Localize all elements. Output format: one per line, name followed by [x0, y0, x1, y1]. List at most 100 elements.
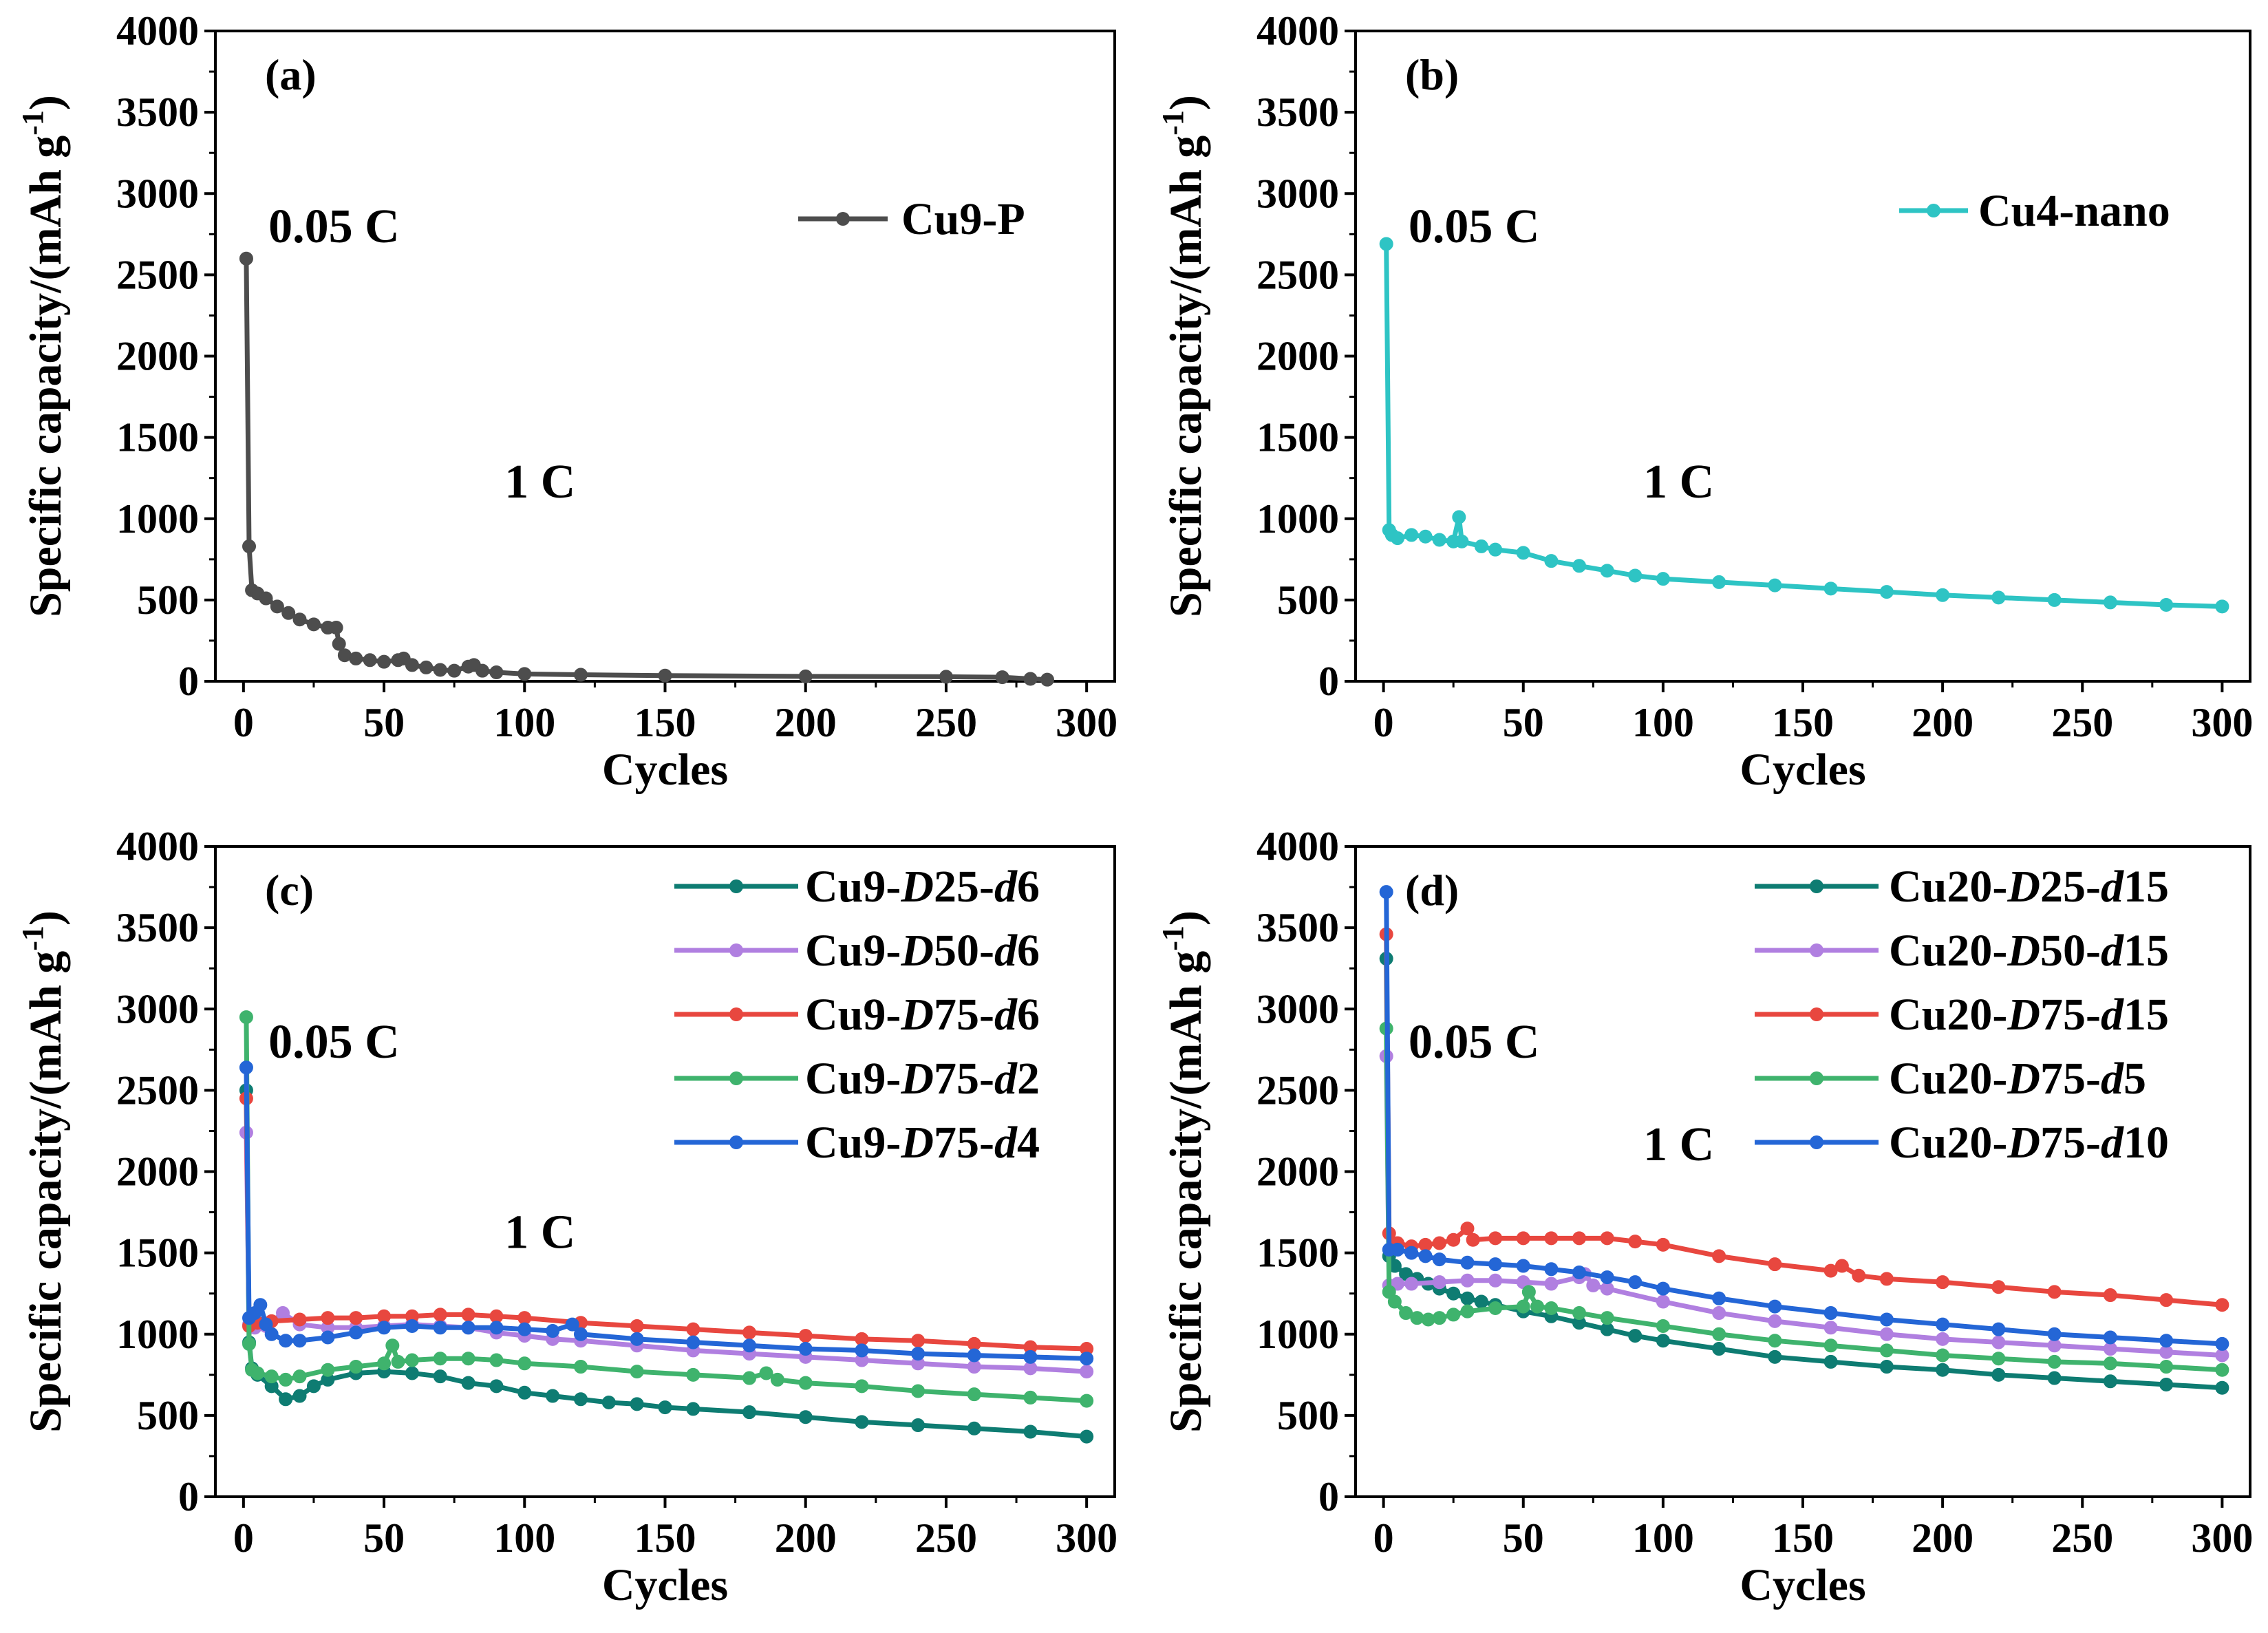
data-point: [517, 1385, 532, 1400]
data-point: [1768, 1314, 1782, 1328]
data-point: [1516, 546, 1530, 560]
data-point: [377, 1356, 392, 1371]
legend-entry: Cu9-D75-d2: [805, 1054, 1040, 1104]
data-point: [279, 1372, 293, 1387]
y-tick-label: 1000: [1256, 1312, 1339, 1357]
data-point: [1600, 1270, 1614, 1285]
x-tick-label: 150: [634, 1515, 696, 1561]
legend-entry: Cu9-D75-d4: [805, 1118, 1040, 1168]
data-point: [1936, 1317, 1950, 1332]
legend-swatch-marker: [1810, 1071, 1823, 1085]
legend-swatch-marker: [729, 943, 743, 957]
data-point: [1432, 1236, 1446, 1250]
legend-swatch-marker: [729, 1071, 743, 1085]
data-point: [2159, 1360, 2174, 1374]
data-point: [911, 1334, 926, 1348]
y-tick-label: 0: [178, 659, 199, 704]
data-point: [855, 1332, 869, 1346]
data-point: [630, 1365, 644, 1379]
data-point: [250, 1366, 265, 1380]
data-point: [1656, 1281, 1670, 1296]
data-point: [1991, 1322, 2006, 1336]
data-point: [742, 1371, 757, 1385]
x-tick-label: 50: [363, 1515, 405, 1561]
data-point: [242, 539, 257, 553]
data-point: [967, 1421, 981, 1435]
data-point: [573, 1327, 588, 1341]
data-point: [1023, 1361, 1038, 1376]
data-point: [1080, 1365, 1094, 1379]
y-tick-label: 500: [1277, 577, 1339, 623]
data-point: [2159, 1293, 2174, 1308]
data-point: [1991, 590, 2006, 605]
x-tick-label: 250: [2051, 700, 2113, 745]
data-point: [686, 1402, 700, 1416]
data-point: [1656, 1334, 1670, 1348]
data-point: [759, 1366, 773, 1380]
data-point: [377, 1321, 392, 1335]
data-point: [332, 637, 346, 651]
data-point: [329, 621, 343, 635]
y-tick-label: 2000: [116, 1149, 199, 1195]
data-point: [1544, 1262, 1559, 1277]
series-line: [1384, 241, 2225, 609]
data-point: [405, 658, 419, 672]
data-point: [565, 1317, 579, 1332]
data-point: [967, 1336, 981, 1351]
data-point: [1080, 1429, 1094, 1444]
data-point: [517, 1322, 532, 1336]
data-point: [321, 1330, 335, 1345]
y-tick-label: 1500: [1256, 415, 1339, 460]
y-tick-label: 2500: [1256, 252, 1339, 297]
data-point: [1404, 528, 1419, 542]
data-point: [321, 1363, 335, 1377]
rate-annotation-low: 0.05 C: [268, 1016, 400, 1069]
legend: Cu9-D25-d6 Cu9-D50-d6 Cu9-D75-d6 Cu9-D75-d2…: [674, 862, 1040, 1168]
data-point: [242, 1336, 257, 1351]
data-point: [292, 612, 307, 627]
x-tick-label: 50: [1503, 700, 1544, 745]
data-point: [385, 1338, 400, 1353]
data-point: [321, 1311, 335, 1325]
data-point: [1460, 1273, 1475, 1288]
data-point: [306, 617, 321, 632]
data-point: [2215, 1380, 2229, 1395]
y-tick-label: 2500: [116, 252, 199, 297]
x-tick-label: 100: [493, 700, 555, 745]
plot-frame: [1354, 30, 2251, 683]
data-point: [742, 1338, 757, 1353]
legend-entry: Cu20-D25-d15: [1889, 862, 2169, 912]
series-line: [1384, 932, 2225, 1308]
y-tick-label: 0: [178, 1474, 199, 1519]
data-point: [1516, 1259, 1530, 1273]
data-point: [630, 1319, 644, 1333]
data-point: [1628, 1275, 1643, 1290]
data-point: [1991, 1280, 2006, 1294]
data-point: [2215, 599, 2229, 614]
data-point: [461, 1321, 475, 1335]
y-tick-label: 3000: [116, 986, 199, 1032]
data-point: [1387, 1294, 1402, 1309]
data-point: [1544, 1231, 1559, 1246]
data-point: [1530, 1299, 1545, 1314]
data-point: [2103, 1288, 2117, 1303]
data-point: [1432, 1252, 1446, 1267]
data-point: [433, 1369, 447, 1384]
data-point: [1521, 1285, 1536, 1299]
data-point: [546, 1389, 560, 1403]
data-point: [489, 1309, 504, 1323]
data-point: [1460, 1291, 1475, 1305]
data-point: [306, 1379, 321, 1394]
data-point: [630, 1397, 644, 1411]
data-point: [1080, 1352, 1094, 1366]
legend: Cu9-P: [798, 194, 1025, 244]
data-point: [292, 1312, 307, 1327]
legend-swatch-marker: [729, 1135, 743, 1149]
y-tick-label: 2500: [1256, 1067, 1339, 1113]
legend-swatch-marker: [1810, 943, 1823, 957]
data-point: [1455, 534, 1469, 548]
data-point: [2159, 1334, 2174, 1348]
data-point: [1488, 1301, 1503, 1315]
x-tick-label: 300: [2191, 1515, 2253, 1561]
